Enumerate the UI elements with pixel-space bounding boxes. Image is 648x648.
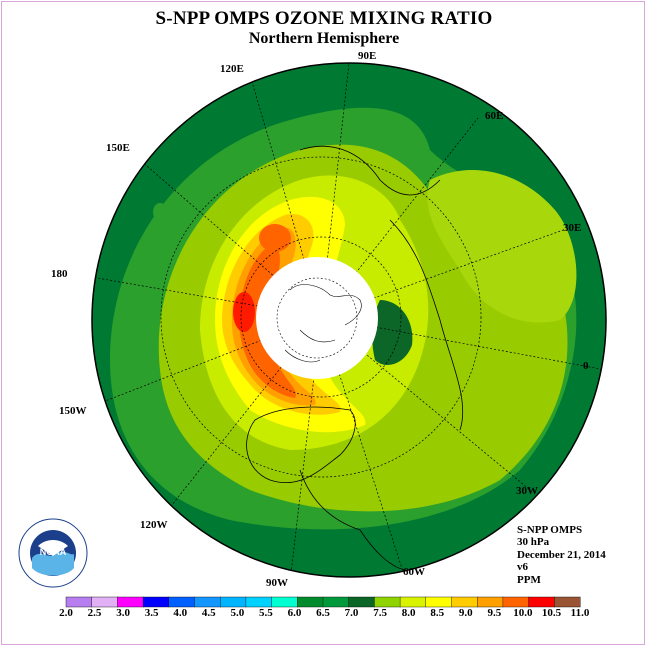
coastlines (246, 145, 464, 572)
map-title: S-NPP OMPS OZONE MIXING RATIO (155, 8, 493, 29)
colorbar-tick-label: 3.5 (144, 607, 159, 619)
arctic-coastlines (276, 277, 362, 363)
lon-label-30e: 30E (563, 222, 582, 234)
lon-label-30w: 30W (516, 485, 538, 497)
noaa-logo: NOAA (18, 518, 88, 588)
colorbar-tick-label: 9.0 (458, 607, 473, 619)
lon-label-90e: 90E (358, 50, 377, 62)
product-info: S-NPP OMPS 30 hPa December 21, 2014 v6 P… (517, 524, 606, 586)
colorbar-tick-label: 4.0 (173, 607, 188, 619)
noaa-logo-text: NOAA (40, 547, 67, 557)
colorbar-tick-label: 7.0 (344, 607, 359, 619)
info-units: PPM (517, 573, 541, 586)
colorbar-tick-label: 10.5 (541, 607, 562, 619)
colorbar-tick-label: 10.0 (513, 607, 533, 619)
ozone-band-10-5 (233, 292, 255, 332)
colorbar-swatch (168, 596, 196, 608)
colorbar-swatch (425, 596, 452, 608)
polar-night-mask (256, 257, 378, 379)
ozone-band-east (427, 170, 577, 323)
colorbar-swatch (451, 596, 478, 608)
ozone-patch-low (372, 300, 413, 365)
colorbar-swatch (245, 596, 273, 608)
colorbar-tick-label: 4.5 (201, 607, 216, 619)
lon-label-150w: 150W (59, 405, 87, 417)
colorbar-tick-label: 6.5 (316, 607, 330, 619)
lon-label-120e: 120E (220, 63, 244, 75)
colorbar-tick-label: 7.5 (373, 607, 387, 619)
ozone-patch-siberia (259, 224, 291, 252)
colorbar-swatch (219, 596, 247, 608)
ozone-patch-pacific (153, 203, 167, 221)
colorbar-tick-label: 2.0 (59, 607, 73, 619)
lon-label-180: 180 (51, 268, 68, 280)
colorbar-swatch (117, 596, 144, 608)
lon-label-150e: 150E (106, 142, 130, 154)
colorbar-tick-label: 8.0 (401, 607, 416, 619)
colorbar-swatch (297, 596, 324, 608)
colorbar-swatch (348, 596, 375, 608)
colorbar-swatch (528, 596, 555, 608)
colorbar-swatch (477, 596, 504, 608)
colorbar-tick-label: 3.0 (116, 607, 130, 619)
info-version: v6 (517, 561, 528, 574)
info-date: December 21, 2014 (517, 548, 606, 561)
lon-label-0: 0 (583, 360, 589, 372)
colorbar-swatch (65, 596, 93, 608)
info-level: 30 hPa (517, 536, 550, 549)
colorbar-tick-label: 6.0 (287, 607, 302, 619)
map-subtitle: Northern Hemisphere (248, 30, 400, 47)
colorbar-tick-label: 8.5 (430, 607, 445, 619)
colorbar-swatch (502, 596, 530, 608)
colorbar-tick-label: 2.5 (87, 607, 102, 619)
colorbar-swatch (399, 596, 427, 608)
colorbar-tick-label: 9.5 (487, 607, 502, 619)
colorbar-swatch (554, 596, 581, 608)
colorbar-swatch (91, 596, 118, 608)
map-outline (91, 62, 607, 578)
colorbar-swatch (194, 596, 221, 608)
colorbar-swatch (142, 596, 170, 608)
lon-label-120w: 120W (140, 519, 168, 531)
colorbar-swatch (374, 596, 401, 608)
colorbar-tick-label: 5.0 (230, 607, 245, 619)
colorbar-tick-label: 11.0 (570, 607, 590, 619)
colorbar-swatch (271, 596, 298, 608)
lon-label-60e: 60E (485, 110, 504, 122)
lon-label-90w: 90W (266, 577, 288, 589)
lon-label-60w: 60W (403, 566, 425, 578)
info-instrument: S-NPP OMPS (517, 524, 583, 536)
colorbar-tick-label: 5.5 (259, 607, 273, 619)
colorbar-swatch (322, 596, 350, 608)
